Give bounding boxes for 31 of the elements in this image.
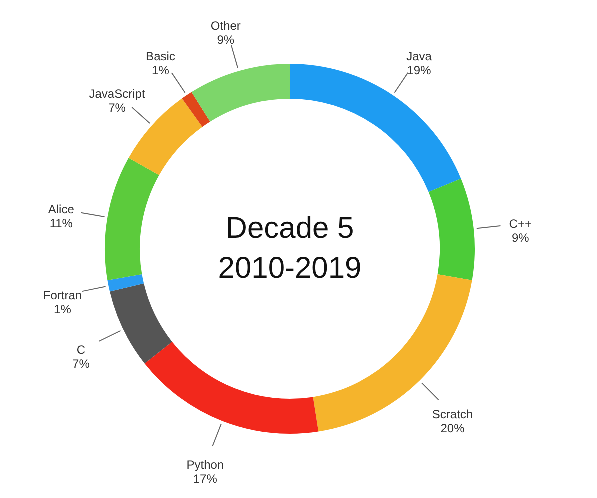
slice-label: Other: [210, 19, 241, 34]
slice-label: Alice: [48, 202, 75, 217]
donut-slice: [290, 64, 462, 192]
data-label: 17%: [193, 472, 218, 486]
slice-label: JavaScript: [89, 87, 146, 102]
data-label: 19%: [407, 63, 432, 78]
data-label: 7%: [108, 101, 126, 116]
slice-label: C++: [509, 216, 532, 231]
slice-label: Basic: [146, 49, 176, 64]
slice-label: C: [76, 343, 86, 358]
donut-slice: [192, 64, 290, 122]
data-label: 9%: [217, 33, 235, 48]
text: Decade 5: [226, 212, 354, 245]
data-label: 11%: [50, 216, 74, 231]
slice-label: Java: [406, 49, 432, 64]
data-label: 9%: [512, 230, 530, 245]
data-label: 7%: [72, 357, 90, 372]
data-label: 1%: [54, 302, 72, 317]
text: 2010-2019: [218, 252, 362, 285]
data-label: 20%: [440, 421, 466, 436]
donut-slice: [128, 98, 203, 176]
donut-slice: [108, 274, 144, 292]
slice-label: Python: [186, 458, 224, 472]
slice-label: Fortran: [43, 288, 82, 303]
donut-slice: [110, 284, 172, 364]
slice-label: Scratch: [432, 407, 474, 422]
donut-slice: [428, 178, 475, 280]
donut-slice: [182, 92, 210, 128]
donut-slice: [144, 342, 319, 434]
data-label: 1%: [152, 63, 170, 78]
donut-slice: [105, 158, 160, 280]
